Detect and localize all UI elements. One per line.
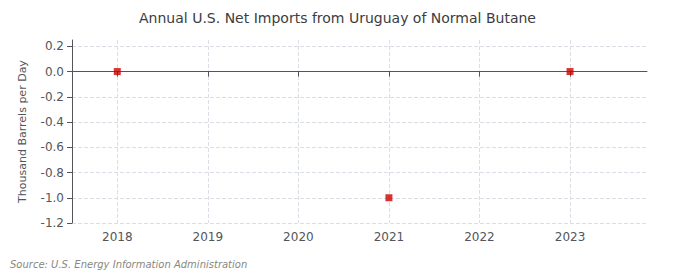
svg-text:Source: U.S. Energy Informatio: Source: U.S. Energy Information Administ… (10, 259, 247, 270)
svg-text:-1.0: -1.0 (41, 191, 64, 205)
svg-text:2020: 2020 (283, 230, 314, 244)
svg-text:-0.8: -0.8 (41, 166, 64, 180)
svg-text:-0.6: -0.6 (41, 140, 64, 154)
svg-text:Annual U.S. Net Imports from U: Annual U.S. Net Imports from Uruguay of … (139, 10, 536, 26)
svg-text:0.2: 0.2 (45, 39, 64, 53)
svg-text:-0.4: -0.4 (41, 115, 64, 129)
svg-text:Thousand Barrels per Day: Thousand Barrels per Day (16, 60, 29, 204)
svg-text:-0.2: -0.2 (41, 90, 64, 104)
svg-text:-1.2: -1.2 (41, 216, 64, 230)
svg-text:2019: 2019 (193, 230, 224, 244)
svg-text:2021: 2021 (374, 230, 405, 244)
svg-text:0.0: 0.0 (45, 65, 64, 79)
svg-text:2022: 2022 (464, 230, 495, 244)
svg-text:2018: 2018 (102, 230, 133, 244)
svg-text:2023: 2023 (555, 230, 586, 244)
